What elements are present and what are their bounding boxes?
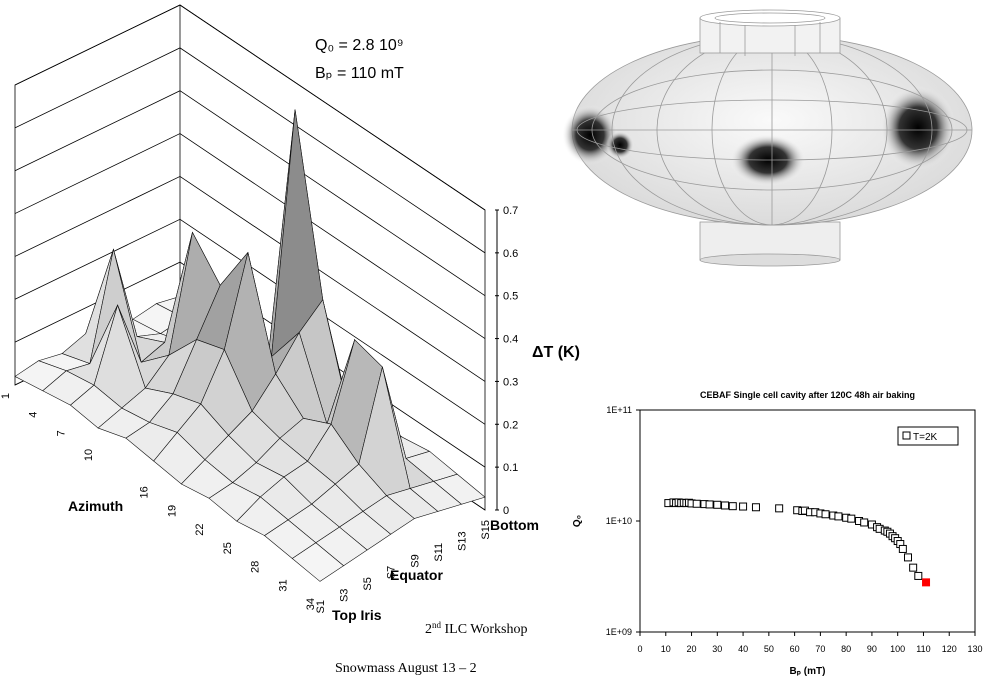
marker <box>693 500 700 507</box>
x-tick-label: 19 <box>166 505 178 517</box>
z-tick-label: 0.5 <box>503 291 518 303</box>
y-tick-label: S9 <box>409 554 421 567</box>
marker <box>776 505 783 512</box>
x-tick-label: 4 <box>28 412 40 418</box>
z-tick-label: 0.2 <box>503 419 518 431</box>
y-tick-label: S13 <box>456 531 468 551</box>
x-tick-label: 70 <box>815 644 825 654</box>
cavity-image <box>562 10 972 266</box>
x-tick-label: 31 <box>277 579 289 591</box>
annotation: Q₀ = 2.8 10⁹ <box>315 37 404 54</box>
x-tick-label: 30 <box>712 644 722 654</box>
footer-text: ILC Workshop <box>441 622 528 637</box>
y-tick-label: S3 <box>339 589 351 602</box>
y-tick-label: 1E+09 <box>606 627 632 637</box>
y-tick-label: S1 <box>315 600 327 613</box>
x-tick-label: 10 <box>83 449 95 461</box>
x-tick-label: 25 <box>222 542 234 554</box>
x-tick-label: 50 <box>764 644 774 654</box>
x-tick-label: 7 <box>55 430 67 436</box>
footer-number: 2 <box>425 622 432 637</box>
x-tick-label: 40 <box>738 644 748 654</box>
z-tick-label: 0.7 <box>503 205 518 217</box>
z-tick-label: 0.3 <box>503 376 518 388</box>
marker <box>899 545 906 552</box>
z-tick-label: 0.6 <box>503 248 518 260</box>
x-tick-label: 20 <box>687 644 697 654</box>
z-axis-label: ΔT (K) <box>532 344 580 361</box>
marker <box>915 572 922 579</box>
edge-label: Equator <box>390 567 443 583</box>
y-axis-label: Q₀ <box>572 515 583 527</box>
marker <box>706 501 713 508</box>
x-tick-label: 60 <box>790 644 800 654</box>
x-tick-label: 120 <box>942 644 957 654</box>
page: 2nd ILC Workshop Snowmass August 13 – 2 … <box>0 0 985 681</box>
marker <box>835 513 842 520</box>
x-tick-label: 10 <box>661 644 671 654</box>
marker <box>848 515 855 522</box>
x-tick-label: 28 <box>250 561 262 573</box>
x-tick-label: 130 <box>967 644 982 654</box>
annotation: Bₚ = 110 mT <box>315 65 404 82</box>
marker <box>722 502 729 509</box>
z-tick-label: 0.4 <box>503 334 518 346</box>
edge-label: Top Iris <box>332 607 382 623</box>
marker <box>729 503 736 510</box>
z-tick-label: 0.1 <box>503 462 518 474</box>
y-tick-label: 1E+11 <box>606 405 632 415</box>
x-axis-label: Azimuth <box>68 498 123 514</box>
x-tick-label: 110 <box>916 644 930 654</box>
x-tick-label: 1 <box>0 393 12 399</box>
chart-title: CEBAF Single cell cavity after 120C 48h … <box>700 390 915 400</box>
x-tick-label: 90 <box>867 644 877 654</box>
x-tick-label: 100 <box>890 644 905 654</box>
slide: 2nd ILC Workshop Snowmass August 13 – 2 … <box>0 0 985 681</box>
y-tick-label: 1E+10 <box>606 516 632 526</box>
x-tick-label: 22 <box>194 523 206 535</box>
marker <box>905 554 912 561</box>
footer-line2: Snowmass August 13 – 2 <box>335 661 477 676</box>
footer-line1: 2nd ILC Workshop <box>425 620 528 637</box>
marker <box>752 504 759 511</box>
marker <box>923 579 930 586</box>
edge-label: Bottom <box>490 517 539 533</box>
marker <box>714 501 721 508</box>
x-axis-label: Bₚ (mT) <box>790 666 826 677</box>
y-tick-label: S5 <box>362 577 374 590</box>
marker <box>740 503 747 510</box>
legend-marker <box>903 432 910 439</box>
y-tick-label: S11 <box>433 543 445 562</box>
x-tick-label: 0 <box>637 644 642 654</box>
marker <box>910 564 917 571</box>
marker <box>822 511 829 518</box>
legend-label: T=2K <box>913 432 938 443</box>
x-tick-label: 80 <box>841 644 851 654</box>
z-tick-label: 0 <box>503 505 509 517</box>
marker <box>861 519 868 526</box>
x-tick-label: 16 <box>139 486 151 498</box>
